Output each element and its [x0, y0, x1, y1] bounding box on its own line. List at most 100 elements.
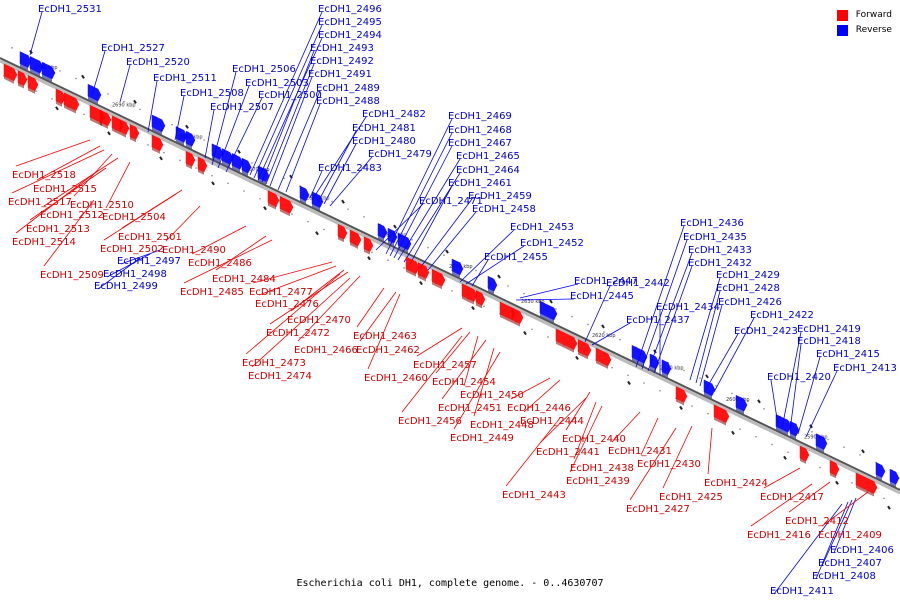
gene-block-shadow [512, 319, 520, 327]
gene-leader-line [635, 225, 685, 368]
track-dot [443, 254, 445, 256]
track-dot [627, 374, 629, 377]
gene-label: EcDH1_2429 [716, 270, 780, 281]
axis-shadow [0, 59, 900, 495]
gene-block-shadow [350, 242, 358, 249]
gene-label: EcDH1_2471 [419, 196, 483, 207]
gene-leader-line [105, 161, 131, 209]
gene-leader-line [689, 277, 721, 381]
reverse-gene-block [175, 126, 188, 143]
gene-label: EcDH1_2511 [153, 73, 217, 84]
gene-leader-line [611, 411, 641, 443]
gene-label: EcDH1_2452 [520, 238, 584, 249]
track-dot [507, 285, 509, 287]
forward-gene-block [431, 268, 446, 287]
track-dot [603, 331, 605, 333]
gene-block-shadow [432, 281, 442, 290]
gene-block-shadow [736, 407, 744, 415]
track-dot [147, 144, 149, 146]
gene-label: EcDH1_2509 [40, 270, 104, 281]
gene-label: EcDH1_2435 [683, 232, 747, 243]
gene-block-shadow [90, 117, 102, 126]
gene-label: EcDH1_2474 [248, 371, 312, 382]
gene-label: EcDH1_2440 [562, 434, 626, 445]
reverse-gene-block [631, 344, 648, 364]
track-dot [323, 228, 325, 231]
forward-gene-block [475, 290, 486, 306]
gene-block-shadow [388, 240, 394, 247]
track-dot [683, 369, 685, 372]
gene-leader-line [323, 143, 357, 205]
gene-block-shadow [462, 295, 474, 305]
gene-leader-line [409, 185, 453, 265]
gene-leader-line [473, 347, 495, 417]
gene-block-shadow [338, 236, 344, 243]
forward-gene-block [511, 307, 524, 324]
gene-label: EcDH1_2491 [308, 69, 372, 80]
gene-block-shadow [378, 235, 384, 242]
gene-label: EcDH1_2467 [448, 138, 512, 149]
gene-label: EcDH1_2492 [310, 56, 374, 67]
gene-label: EcDH1_2407 [818, 558, 882, 569]
gene-label: EcDH1_2481 [352, 123, 416, 134]
gene-label: EcDH1_2518 [12, 170, 76, 181]
reverse-gene-block [735, 394, 748, 412]
gene-label: EcDH1_2479 [368, 149, 432, 160]
gene-block-shadow [300, 198, 306, 204]
track-dot [859, 454, 861, 456]
reverse-gene-block [377, 223, 388, 239]
kbp-tick-label: 2690 kbp [112, 102, 136, 108]
gene-label: EcDH1_2413 [833, 363, 897, 374]
track-dot [619, 338, 621, 341]
gene-leader-line [401, 335, 463, 413]
reverse-gene-block [211, 143, 224, 160]
gene-label: EcDH1_2423 [734, 326, 798, 337]
gene-leader-line [505, 417, 561, 487]
gene-block-shadow [890, 481, 896, 488]
gene-leader-line [253, 24, 323, 179]
gene-label: EcDH1_2499 [94, 281, 158, 292]
gene-leader-line [106, 253, 151, 278]
gene-label: EcDH1_2468 [448, 125, 512, 136]
gene-label: EcDH1_2498 [103, 269, 167, 280]
feature-mark [731, 430, 735, 435]
gene-leader-line [833, 497, 857, 554]
gene-block-shadow [364, 248, 370, 255]
legend-forward-label: Forward [855, 10, 892, 20]
forward-gene-block [27, 75, 39, 92]
gene-block-shadow [112, 127, 120, 135]
gene-block-shadow [120, 131, 126, 138]
gene-block-shadow [540, 313, 554, 323]
gene-block-shadow [790, 433, 796, 440]
gene-leader-line [441, 339, 487, 400]
track-dot [179, 159, 181, 162]
forward-gene-block [337, 223, 348, 240]
gene-label: EcDH1_2488 [316, 96, 380, 107]
gene-leader-line [465, 245, 525, 285]
gene-label: EcDH1_2506 [232, 64, 296, 75]
feature-mark [237, 149, 241, 154]
gene-leader-line [788, 481, 831, 513]
gene-leader-line [805, 370, 838, 438]
gene-label: EcDH1_2500 [258, 90, 322, 101]
forward-gene-block [17, 70, 28, 86]
forward-gene-block [279, 196, 294, 214]
gene-leader-line [103, 193, 177, 241]
forward-gene-block [185, 150, 196, 167]
gene-leader-line [523, 379, 561, 413]
gene-block-shadow [500, 314, 512, 323]
track-dot [483, 305, 485, 308]
gene-block-shadow [800, 458, 806, 464]
gene-leader-line [251, 277, 351, 368]
forward-gene-block [799, 445, 810, 462]
track-dot [307, 220, 309, 223]
gene-block-shadow [4, 75, 14, 84]
gene-block-shadow [676, 398, 684, 406]
gene-block-shadow [258, 177, 266, 185]
kbp-tick-label: 2620 kbp [592, 333, 616, 339]
gene-leader-line [781, 331, 802, 429]
gene-leader-line [265, 63, 315, 185]
gene-leader-line [713, 317, 755, 393]
gene-label: EcDH1_2425 [659, 492, 723, 503]
gene-leader-line [773, 503, 843, 595]
